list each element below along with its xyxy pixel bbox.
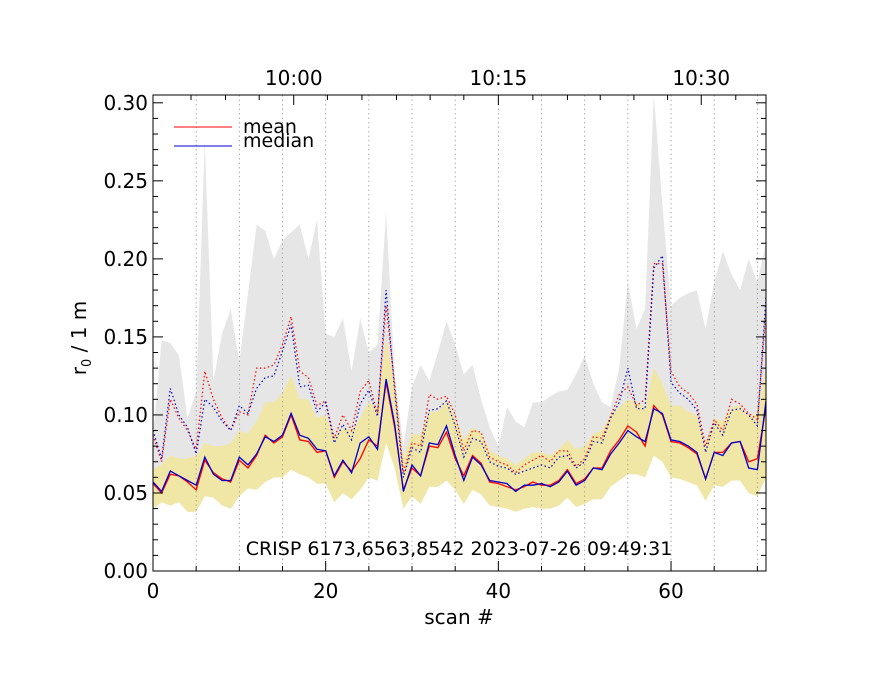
y-tick-label: 0.15 bbox=[103, 325, 148, 349]
scan-separator-lines bbox=[195, 95, 758, 571]
x-tick-label: 20 bbox=[313, 579, 338, 603]
top-time-labels: 10:00 10:15 10:30 bbox=[265, 66, 730, 90]
y-tick-label: 0.30 bbox=[103, 91, 148, 115]
axis-ticks bbox=[152, 95, 766, 572]
y-axis-label: r0 / 1 m bbox=[67, 301, 95, 376]
y-tick-labels: 0.00 0.05 0.10 0.15 0.20 0.25 0.30 bbox=[103, 91, 148, 583]
x-tick-label: 40 bbox=[486, 579, 511, 603]
y-tick-label: 0.00 bbox=[103, 559, 148, 583]
y-tick-label: 0.10 bbox=[103, 403, 148, 427]
yellow-band-area bbox=[153, 336, 766, 512]
legend-label-mean: mean bbox=[243, 116, 297, 138]
y-tick-label: 0.20 bbox=[103, 247, 148, 271]
plot-frame bbox=[152, 94, 767, 572]
series-median-line bbox=[152, 378, 767, 493]
series-median-upper-line bbox=[152, 253, 767, 478]
y-axis-label-rest: / 1 m bbox=[67, 301, 91, 359]
y-tick-label: 0.25 bbox=[103, 169, 148, 193]
series-mean-upper-line bbox=[152, 263, 767, 474]
legend: mean median bbox=[174, 116, 314, 152]
x-axis-label: scan # bbox=[424, 605, 493, 629]
top-time-label: 10:15 bbox=[470, 66, 528, 90]
x-tick-labels: 0 20 40 60 bbox=[147, 579, 684, 603]
legend-label-median: median bbox=[243, 130, 314, 152]
y-axis-label-main: r bbox=[67, 366, 91, 375]
top-time-label: 10:00 bbox=[265, 66, 323, 90]
y-axis-label-subscript: 0 bbox=[80, 359, 95, 367]
x-tick-label: 0 bbox=[147, 579, 160, 603]
observation-annotation: CRISP 6173,6563,8542 2023-07-26 09:49:31 bbox=[246, 538, 673, 560]
top-time-label: 10:30 bbox=[672, 66, 730, 90]
series-lines bbox=[152, 253, 767, 495]
x-tick-label: 60 bbox=[658, 579, 683, 603]
y-tick-label: 0.05 bbox=[103, 481, 148, 505]
yellow-range-band bbox=[153, 336, 766, 512]
